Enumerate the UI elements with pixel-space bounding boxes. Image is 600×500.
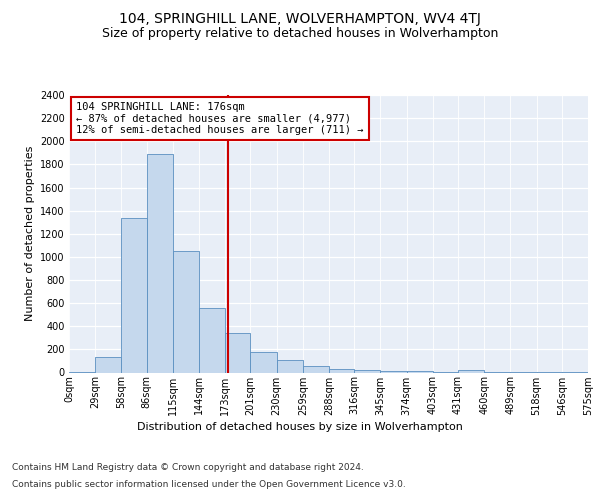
Bar [199,308,225,372]
Bar [329,369,354,372]
Bar [146,154,173,372]
Bar [303,366,329,372]
Bar [95,358,121,372]
Bar [277,360,303,372]
Bar [354,370,380,372]
Bar [121,218,146,372]
Bar [225,333,250,372]
Text: 104 SPRINGHILL LANE: 176sqm
← 87% of detached houses are smaller (4,977)
12% of : 104 SPRINGHILL LANE: 176sqm ← 87% of det… [76,102,364,135]
Text: Contains public sector information licensed under the Open Government Licence v3: Contains public sector information licen… [12,480,406,489]
Text: 104, SPRINGHILL LANE, WOLVERHAMPTON, WV4 4TJ: 104, SPRINGHILL LANE, WOLVERHAMPTON, WV4… [119,12,481,26]
Y-axis label: Number of detached properties: Number of detached properties [25,146,35,322]
Bar [250,352,277,372]
Bar [380,371,407,372]
Text: Contains HM Land Registry data © Crown copyright and database right 2024.: Contains HM Land Registry data © Crown c… [12,462,364,471]
Bar [173,251,199,372]
Text: Distribution of detached houses by size in Wolverhampton: Distribution of detached houses by size … [137,422,463,432]
Text: Size of property relative to detached houses in Wolverhampton: Size of property relative to detached ho… [102,28,498,40]
Bar [458,370,484,372]
